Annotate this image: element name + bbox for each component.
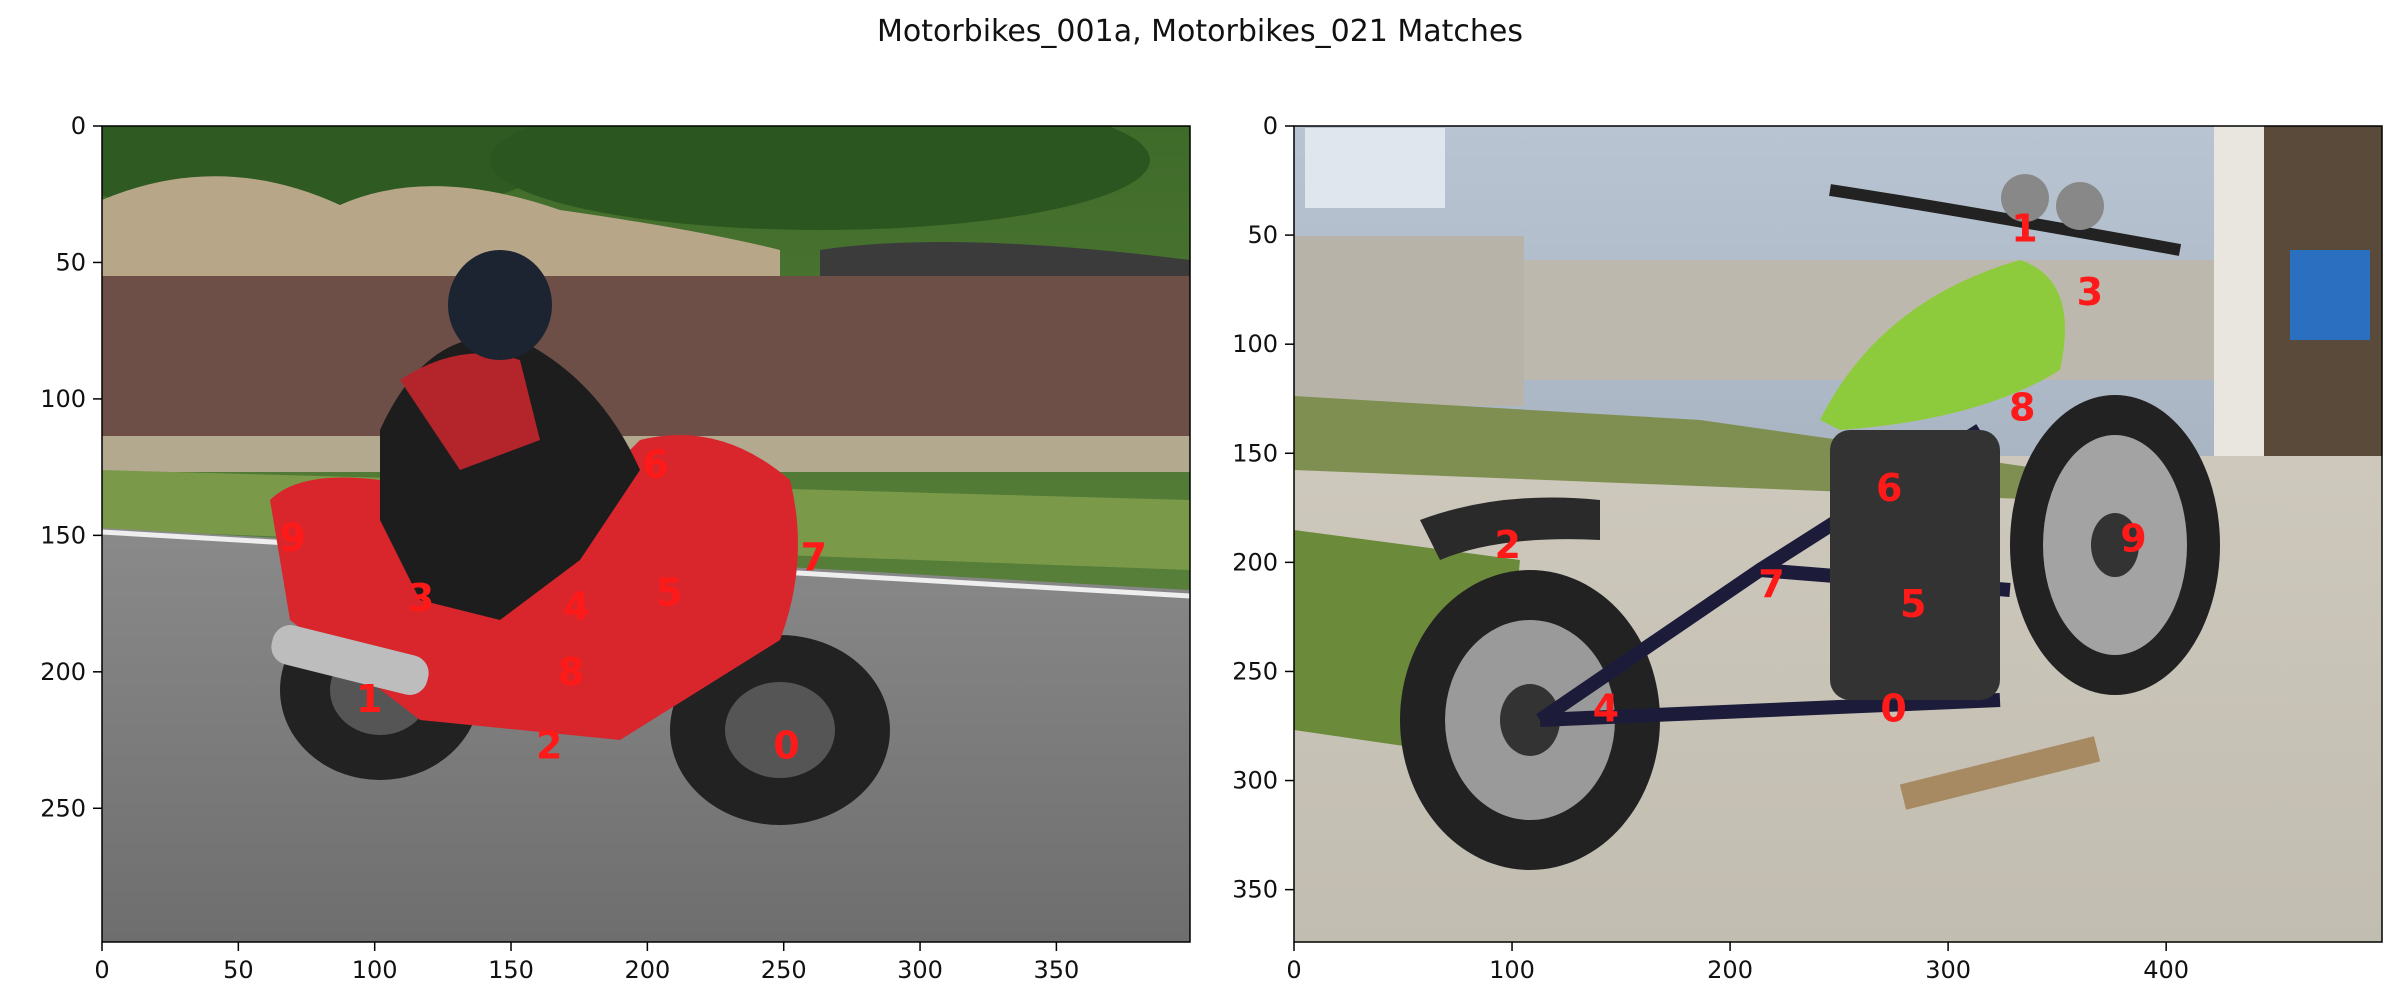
x-tick-label: 0: [94, 956, 109, 984]
y-tick-label: 250: [1232, 657, 1278, 685]
y-tick-label: 50: [55, 248, 86, 276]
y-tick-label: 0: [1263, 112, 1278, 140]
x-tick-label: 250: [761, 956, 807, 984]
y-tick-label: 150: [40, 521, 86, 549]
x-tick-label: 200: [1707, 956, 1753, 984]
y-tick-label: 100: [40, 385, 86, 413]
x-tick-label: 0: [1286, 956, 1301, 984]
x-tick-label: 400: [2143, 956, 2189, 984]
keypoint-label-0: 0: [773, 724, 799, 768]
y-tick-label: 50: [1247, 221, 1278, 249]
keypoint-label-3: 3: [2077, 270, 2103, 314]
keypoint-label-5: 5: [1900, 582, 1926, 626]
axes-frame-left: [101, 125, 1191, 943]
keypoint-label-4: 4: [563, 584, 589, 628]
y-tick-label: 200: [1232, 548, 1278, 576]
axes-frame-right: [1293, 125, 2383, 943]
motorbike-photo-left: [102, 126, 1190, 942]
keypoint-label-5: 5: [656, 571, 682, 615]
motorbike-photo-right: [1294, 126, 2382, 942]
x-tick-label: 300: [1925, 956, 1971, 984]
keypoint-label-1: 1: [356, 677, 382, 721]
keypoint-label-3: 3: [408, 576, 434, 620]
y-tick-label: 100: [1232, 330, 1278, 358]
keypoint-label-8: 8: [2009, 385, 2035, 429]
keypoint-label-8: 8: [558, 650, 584, 694]
keypoint-label-6: 6: [1876, 466, 1902, 510]
x-tick-label: 100: [1489, 956, 1535, 984]
x-tick-label: 200: [624, 956, 670, 984]
keypoint-label-1: 1: [2011, 207, 2037, 251]
keypoint-label-0: 0: [1880, 687, 1906, 731]
x-tick-label: 350: [1033, 956, 1079, 984]
y-tick-label: 200: [40, 658, 86, 686]
x-tick-label: 50: [223, 956, 254, 984]
x-tick-label: 150: [488, 956, 534, 984]
keypoint-label-6: 6: [642, 442, 668, 486]
y-tick-label: 0: [71, 112, 86, 140]
figure-title: Motorbikes_001a, Motorbikes_021 Matches: [876, 14, 1524, 49]
y-tick-label: 250: [40, 794, 86, 822]
keypoint-label-4: 4: [1593, 687, 1619, 731]
y-tick-label: 350: [1232, 876, 1278, 904]
keypoint-label-7: 7: [1758, 562, 1784, 606]
keypoint-label-2: 2: [536, 724, 562, 768]
y-tick-label: 300: [1232, 767, 1278, 795]
keypoint-label-2: 2: [1494, 523, 1520, 567]
keypoint-label-7: 7: [800, 535, 826, 579]
x-tick-label: 100: [352, 956, 398, 984]
keypoint-label-9: 9: [280, 516, 306, 560]
y-tick-label: 150: [1232, 439, 1278, 467]
x-tick-label: 300: [897, 956, 943, 984]
keypoint-label-9: 9: [2120, 516, 2146, 560]
